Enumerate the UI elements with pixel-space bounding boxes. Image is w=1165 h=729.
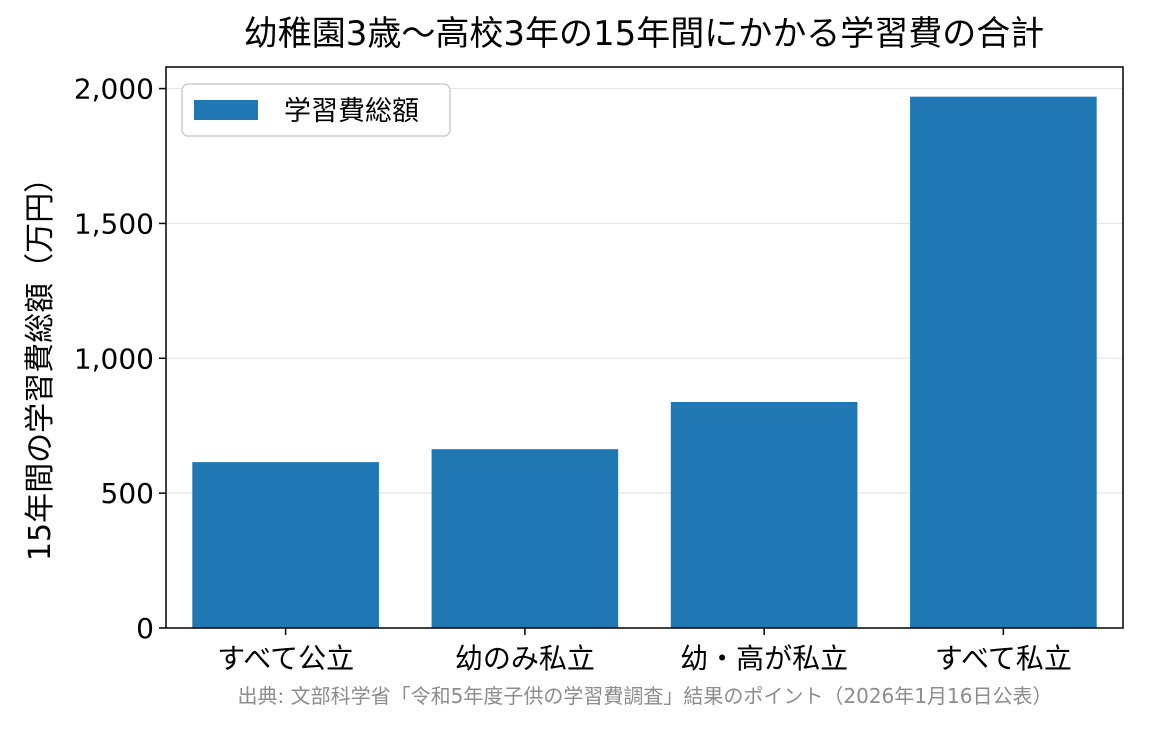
y-axis-label: 15年間の学習費総額（万円） bbox=[23, 163, 58, 561]
plot-frame bbox=[165, 66, 1124, 629]
y-tick-label: 500 bbox=[101, 477, 154, 510]
bar bbox=[431, 449, 619, 628]
y-tick-label: 1,000 bbox=[74, 342, 154, 375]
x-tick-label: すべて公立 bbox=[217, 642, 354, 675]
legend-label: 学習費総額 bbox=[284, 96, 419, 127]
legend: 学習費総額 bbox=[181, 83, 451, 137]
x-tick-label: 幼のみ私立 bbox=[455, 642, 595, 675]
bars bbox=[192, 96, 1097, 628]
legend-swatch bbox=[194, 100, 258, 120]
y-tick-label: 0 bbox=[136, 612, 154, 645]
chart-title: 幼稚園3歳～高校3年の15年間にかかる学習費の合計 bbox=[244, 14, 1045, 54]
bar bbox=[910, 96, 1097, 628]
source-note: 出典: 文部科学省「令和5年度子供の学習費調査」結果のポイント（2026年1月1… bbox=[238, 684, 1053, 708]
y-tick-label: 2,000 bbox=[74, 73, 154, 106]
legend-box bbox=[181, 83, 451, 137]
y-tick-label: 1,500 bbox=[74, 207, 154, 240]
x-tick-label: すべて私立 bbox=[935, 642, 1072, 675]
bar bbox=[670, 401, 858, 628]
x-axis-ticks: すべて公立 幼のみ私立 幼・高が私立 すべて私立 bbox=[217, 628, 1072, 675]
bar bbox=[192, 462, 379, 628]
x-tick-label: 幼・高が私立 bbox=[680, 642, 848, 675]
y-axis-ticks: 0 500 1,000 1,500 2,000 bbox=[74, 73, 166, 645]
